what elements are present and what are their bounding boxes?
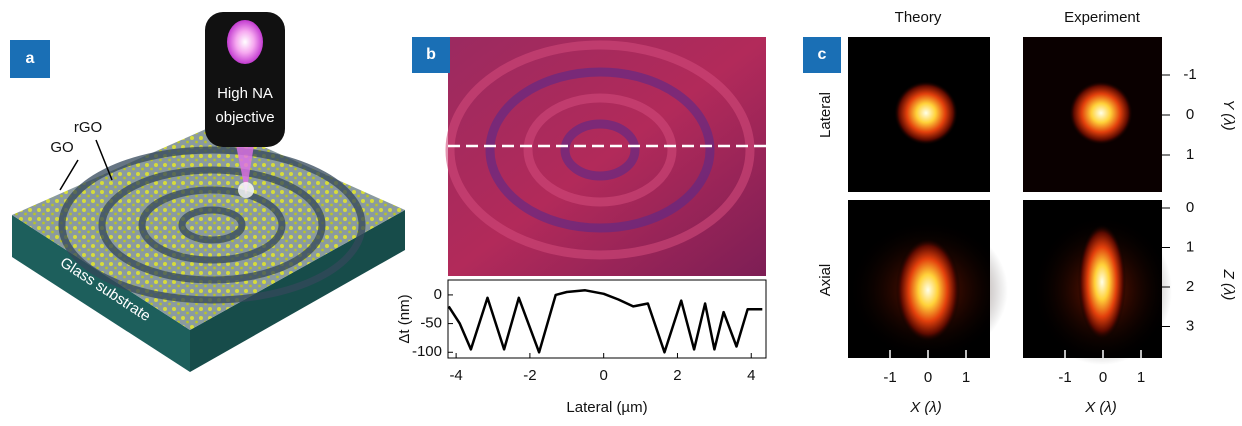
x-tick-label: 0: [600, 367, 608, 384]
x-tick-label: 1: [962, 369, 970, 386]
y-axis-label: Y (λ): [1220, 99, 1237, 130]
x-tick-label: 4: [747, 367, 755, 384]
objective-label: High NA: [217, 85, 273, 102]
x-tick-label: 0: [924, 369, 932, 386]
plot-frame: [447, 279, 767, 359]
y-axis-label: Δt (nm): [396, 294, 413, 343]
x-tick-label: -1: [883, 369, 896, 386]
z-tick-label: 3: [1186, 317, 1194, 334]
y-tick-label: 1: [1186, 146, 1194, 163]
column-title: Experiment: [1064, 9, 1141, 26]
panel-label: b: [426, 46, 436, 63]
x-axis-label: X (λ): [909, 399, 942, 416]
y-tick-label: 0: [434, 286, 442, 303]
label-box: [10, 40, 50, 78]
z-tick-label: 1: [1186, 238, 1194, 255]
y-tick-label: -50: [420, 315, 442, 332]
row-title: Axial: [817, 264, 834, 297]
x-tick-label: 1: [1137, 369, 1145, 386]
z-tick-label: 0: [1186, 199, 1194, 216]
profile-line: [447, 289, 763, 354]
z-tick-label: 2: [1186, 278, 1194, 295]
label-box: [412, 37, 450, 73]
column-title: Theory: [895, 9, 942, 26]
label-box: [803, 37, 841, 73]
panel-c-images: [848, 37, 1172, 365]
x-axis-label: Lateral (µm): [566, 399, 647, 416]
row-title: Lateral: [817, 92, 834, 138]
y-tick-label: -100: [412, 343, 442, 360]
x-tick-label: 2: [673, 367, 681, 384]
rgo-label: rGO: [74, 119, 102, 136]
x-tick-label: -4: [449, 367, 462, 384]
y-tick-label: 0: [1186, 106, 1194, 123]
panel-label: a: [26, 50, 35, 67]
panel-label: c: [818, 46, 827, 63]
panel-a-drawing: [12, 12, 405, 372]
objective-label: objective: [215, 109, 274, 126]
x-tick-label: 0: [1099, 369, 1107, 386]
z-axis-label: Z (λ): [1220, 269, 1237, 301]
go-label: GO: [50, 139, 73, 156]
x-axis-label: X (λ): [1084, 399, 1117, 416]
y-tick-label: -1: [1183, 66, 1196, 83]
x-tick-label: -2: [523, 367, 536, 384]
panel-b-image: [445, 37, 766, 276]
x-tick-label: -1: [1058, 369, 1071, 386]
